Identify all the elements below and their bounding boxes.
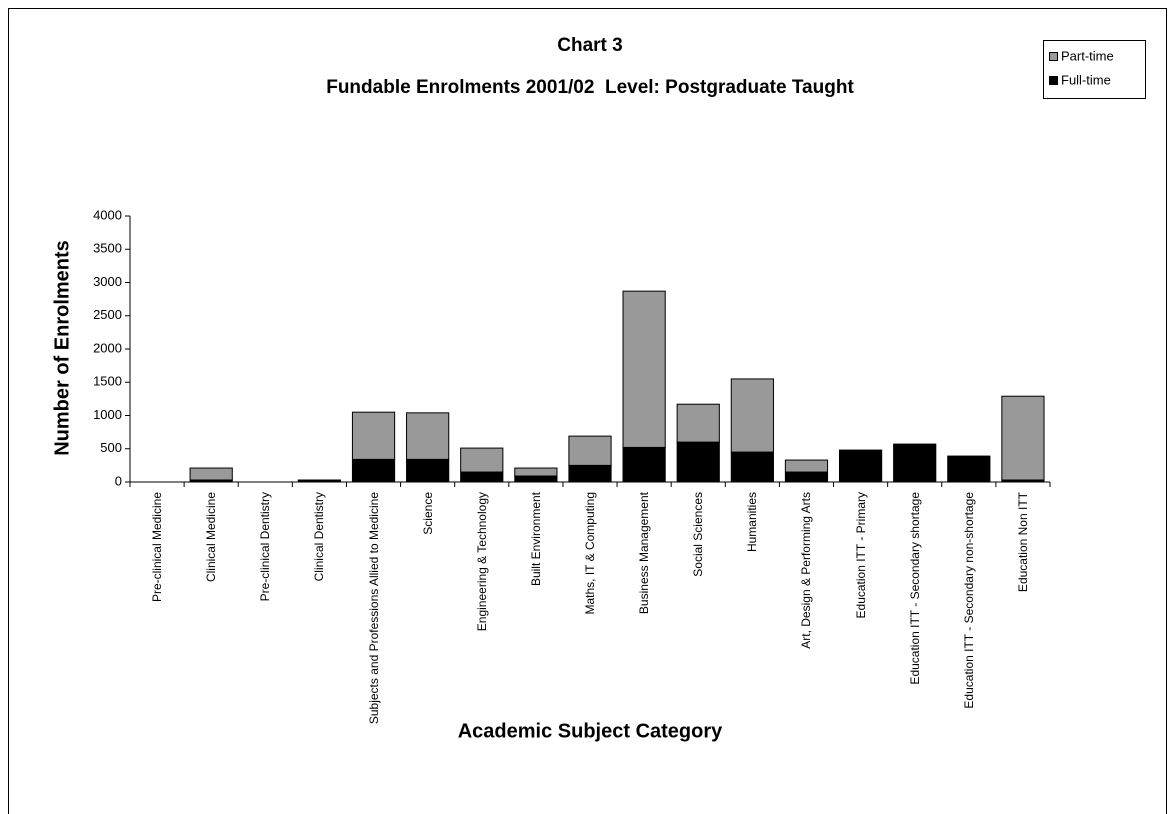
x-tick-label: Clinical Dentistry (312, 492, 327, 582)
bar-segment (189, 467, 233, 481)
chart-title: Chart 3 (557, 35, 622, 56)
x-tick-label: Social Sciences (691, 492, 706, 577)
x-tick-label: Clinical Medicine (204, 492, 219, 583)
y-tick-label: 4000 (93, 207, 122, 222)
bar-segment (406, 458, 450, 483)
x-tick-label: Art, Design & Performing Arts (799, 492, 814, 649)
x-tick-label: Built Environment (528, 492, 543, 587)
bar-segment (622, 290, 666, 448)
y-tick-label: 2500 (93, 307, 122, 322)
y-tick-label: 500 (100, 440, 122, 455)
y-tick-label: 1500 (93, 374, 122, 389)
x-tick-label: Pre-clinical Medicine (150, 492, 165, 603)
bar-segment (351, 411, 396, 460)
y-tick-label: 1000 (93, 407, 122, 422)
bar-segment (838, 449, 883, 483)
bar-segment (297, 479, 342, 482)
x-tick-label: Education ITT - Secondary shortage (907, 492, 922, 685)
x-tick-label: Education ITT - Secondary non-shortage (961, 492, 976, 709)
y-axis-title-group: Number of Enrolments (51, 240, 73, 456)
y-tick-label: 3500 (93, 241, 122, 256)
bar-segment (676, 441, 720, 483)
legend-swatch (1049, 52, 1058, 61)
chart-frame (8, 8, 1167, 814)
bar-segment (514, 475, 558, 483)
chart-subtitle: Fundable Enrolments 2001/02 Level: Postg… (326, 77, 854, 98)
y-tick-label: 0 (115, 473, 122, 488)
x-tick-label: Humanities (745, 492, 760, 553)
bar-segment (406, 412, 450, 460)
bar-segment (568, 464, 612, 483)
x-axis-title: Academic Subject Category (458, 720, 723, 742)
x-tick-label: Subjects and Professions Allied to Medic… (366, 492, 381, 725)
x-tick-label: Engineering & Technology (474, 492, 489, 632)
bar-segment (784, 459, 829, 473)
bar-segment (351, 458, 396, 483)
x-tick-label: Maths, IT & Computing (583, 492, 597, 615)
y-tick-label: 2000 (93, 340, 122, 355)
x-tick-label: Education Non ITT (1015, 492, 1030, 593)
x-tick-label: Science (420, 492, 435, 535)
y-axis-title: Number of Enrolments (51, 240, 73, 456)
legend-label: Full-time (1061, 72, 1111, 87)
bar-segment (676, 403, 720, 443)
bar-segment (460, 447, 504, 473)
x-tick-label: Pre-clinical Dentistry (258, 492, 273, 602)
bar-segment (784, 471, 829, 483)
bar-segment (622, 446, 666, 483)
y-tick-label: 3000 (93, 274, 122, 289)
legend-label: Part-time (1061, 48, 1114, 63)
bar-segment (730, 451, 774, 483)
bar-segment (730, 378, 774, 453)
legend-swatch (1049, 76, 1058, 85)
x-tick-label: Business Management (637, 492, 652, 615)
legend-box (1043, 40, 1146, 99)
bar-segment (1001, 395, 1045, 481)
x-tick-label: Education ITT - Primary (853, 492, 868, 619)
bar-segment (947, 455, 991, 483)
bar-segment (568, 435, 612, 466)
bar-segment (514, 467, 558, 477)
bar-segment (893, 443, 937, 483)
bar-segment (460, 471, 504, 483)
